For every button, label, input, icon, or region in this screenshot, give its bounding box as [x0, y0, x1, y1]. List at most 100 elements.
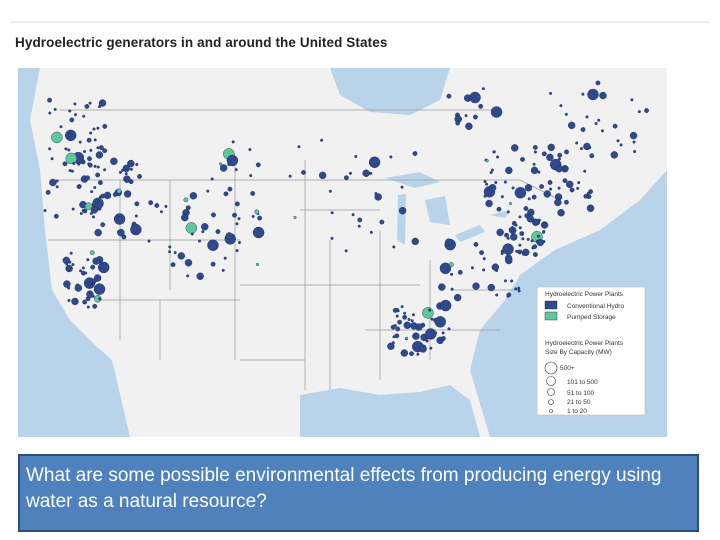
plant-dot: [521, 237, 525, 241]
plant-dot: [91, 215, 95, 219]
plant-dot: [90, 264, 96, 270]
plant-dot: [517, 249, 523, 255]
plant-dot: [472, 282, 480, 290]
legend-size-heading: Size By Capacity (MW): [545, 349, 612, 356]
plant-dot: [564, 149, 569, 155]
plant-dot: [400, 185, 404, 189]
plant-dot: [110, 157, 118, 165]
plant-dot: [348, 171, 352, 175]
plant-dot: [89, 131, 93, 135]
plant-dot: [181, 213, 189, 222]
plant-dot: [91, 278, 97, 284]
plant-dot: [71, 263, 75, 267]
plant-dot: [518, 215, 522, 219]
plant-dot: [170, 262, 176, 268]
plant-dot: [96, 165, 100, 169]
plant-dot: [173, 251, 177, 255]
plant-dot: [223, 256, 227, 260]
plant-dot: [249, 174, 253, 178]
plant-dot: [86, 305, 90, 309]
plant-dot: [502, 243, 514, 255]
plant-dot: [226, 154, 239, 167]
plant-dot: [569, 187, 575, 193]
plant-dot: [254, 209, 260, 215]
plant-dot: [83, 150, 87, 154]
plant-dot: [82, 160, 86, 164]
plant-dot: [183, 197, 189, 203]
plant-dot: [530, 166, 539, 175]
plant-dot: [168, 245, 172, 249]
plant-dot: [446, 93, 452, 99]
plant-dot: [237, 241, 241, 245]
plant-dot: [579, 147, 583, 151]
plant-dot: [98, 297, 102, 301]
plant-dot: [450, 287, 454, 291]
plant-dot: [94, 228, 102, 237]
plant-dot: [566, 180, 574, 189]
plant-dot: [390, 324, 396, 330]
plant-dot: [489, 171, 493, 175]
plant-dot: [82, 299, 88, 305]
plant-dot: [81, 209, 85, 213]
slide-title: Hydroelectric generators in and around t…: [15, 35, 388, 50]
plant-dot: [600, 129, 604, 133]
plant-dot: [134, 214, 138, 218]
plant-dot: [405, 336, 409, 340]
plant-dot: [506, 210, 510, 214]
plant-dot: [488, 184, 497, 192]
plant-dot: [505, 166, 513, 175]
plant-dot: [74, 284, 83, 292]
plant-dot: [473, 242, 479, 247]
plant-dot: [89, 148, 93, 152]
plant-dot: [55, 179, 59, 183]
plant-dot: [494, 181, 498, 185]
plant-dot: [419, 344, 427, 352]
legend-size-circle: [546, 376, 556, 386]
plant-dot: [411, 237, 419, 246]
plant-dots: [43, 80, 649, 357]
plant-dot: [595, 80, 601, 86]
plant-dot: [198, 239, 202, 243]
plant-dot: [201, 223, 209, 231]
plant-dot: [97, 180, 103, 186]
plant-dot: [351, 213, 355, 217]
plant-dot: [69, 251, 73, 255]
plant-dot: [425, 339, 429, 343]
plant-dot: [102, 124, 108, 129]
plant-dot: [207, 239, 219, 251]
plant-dot: [510, 233, 518, 241]
plant-dot: [77, 162, 81, 166]
plant-dot: [422, 307, 434, 319]
question-box: What are some possible environmental eff…: [18, 454, 699, 532]
plant-dot: [416, 352, 420, 356]
plant-dot: [127, 159, 135, 168]
plant-dot: [412, 151, 418, 156]
plant-dot: [503, 180, 507, 184]
legend-size-label: 51 to 100: [567, 390, 594, 397]
plant-dot: [66, 265, 71, 271]
plant-dot: [510, 279, 514, 283]
plant-dot: [532, 162, 536, 166]
plant-dot: [637, 110, 641, 114]
plant-dot: [527, 197, 531, 201]
plant-dot: [147, 239, 151, 243]
plant-dot: [330, 236, 334, 240]
plant-dot: [63, 280, 71, 288]
plant-dot: [588, 146, 592, 150]
legend-label: Conventional Hydro: [567, 303, 624, 310]
plant-dot: [123, 190, 132, 198]
plant-dot: [48, 111, 52, 115]
plant-dot: [92, 257, 100, 265]
plant-dot: [328, 189, 332, 193]
plant-dot: [539, 184, 544, 189]
plant-dot: [563, 165, 569, 171]
plant-dot: [86, 137, 92, 143]
plant-dot: [594, 122, 598, 126]
plant-dot: [225, 232, 233, 240]
plant-dot: [320, 138, 324, 142]
plant-dot: [123, 175, 131, 183]
plant-dot: [357, 217, 363, 223]
plant-dot: [234, 168, 238, 172]
plant-dot: [64, 147, 68, 151]
